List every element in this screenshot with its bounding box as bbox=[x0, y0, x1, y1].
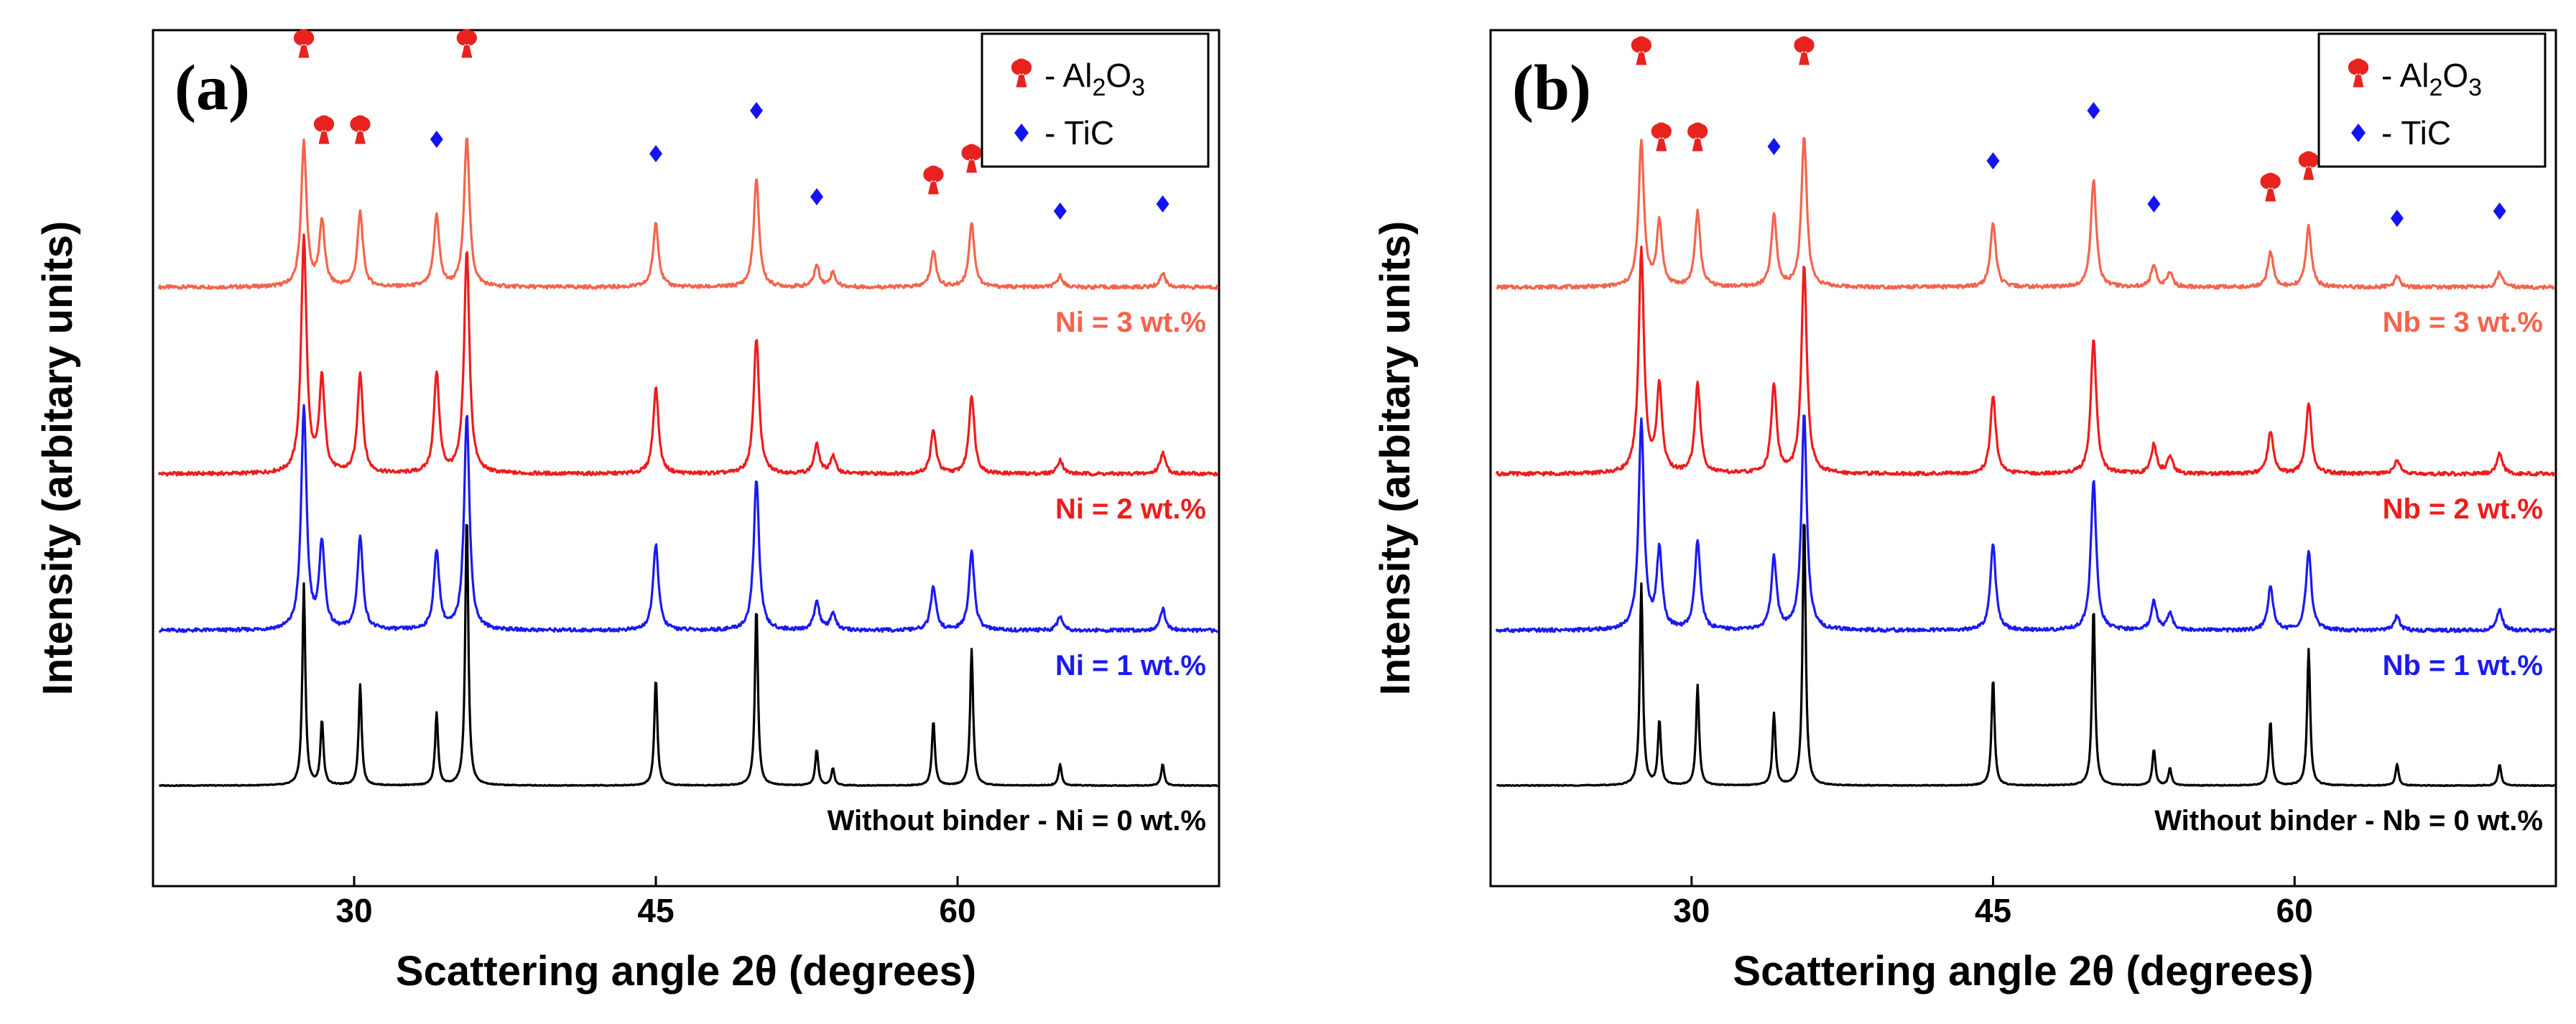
legend-label-0: - Al2O3 bbox=[1044, 57, 1145, 101]
series-label-without-binder-nb-0-wt: Without binder - Nb = 0 wt.% bbox=[2154, 805, 2543, 837]
series-nb-3-wt bbox=[1496, 136, 2556, 290]
x-tick-label-45: 45 bbox=[1975, 892, 2011, 929]
legend-label-1: - TiC bbox=[1044, 114, 1114, 152]
series-label-nb-2-wt: Nb = 2 wt.% bbox=[2383, 493, 2543, 525]
series-nb-1-wt bbox=[1495, 414, 2556, 633]
marker-al2o3-4 bbox=[456, 29, 477, 58]
plot-frame bbox=[152, 29, 1220, 888]
marker-al2o3-1 bbox=[1651, 122, 1672, 152]
marker-al2o3-2 bbox=[1687, 122, 1708, 152]
marker-al2o3-8 bbox=[2260, 172, 2281, 202]
series-label-nb-3-wt: Nb = 3 wt.% bbox=[2383, 307, 2543, 338]
y-axis-title: Intensity (arbitary units) bbox=[34, 221, 81, 696]
marker-tic-10 bbox=[2390, 210, 2404, 227]
marker-tic-6 bbox=[2087, 102, 2100, 119]
series-without-binder-nb-0-wt bbox=[1496, 523, 2556, 788]
legend-diamond-icon bbox=[1014, 124, 1029, 142]
marker-tic-11 bbox=[2493, 203, 2506, 220]
legend-box bbox=[2317, 32, 2547, 168]
series-label-without-binder-ni-0-wt: Without binder - Ni = 0 wt.% bbox=[828, 805, 1206, 837]
legend-diamond-icon bbox=[2351, 124, 2366, 142]
marker-tic-10 bbox=[1053, 203, 1067, 220]
legend-label-0: - Al2O3 bbox=[2381, 57, 2482, 101]
panel-a: 30 45 60 Ni = 3 wt.% Ni = 2 wt.% Ni = 1 wt.% W… bbox=[34, 29, 1220, 995]
x-tick-label-45: 45 bbox=[637, 892, 674, 929]
marker-tic-6 bbox=[750, 102, 763, 119]
marker-al2o3-0 bbox=[293, 29, 315, 58]
y-axis-title: Intensity (arbitary units) bbox=[1372, 221, 1419, 696]
plot-frame bbox=[1489, 29, 2557, 888]
legend-club-icon bbox=[2348, 58, 2369, 88]
series-ni-2-wt bbox=[157, 233, 1218, 477]
series-ni-1-wt bbox=[158, 404, 1219, 633]
x-tick-label-60: 60 bbox=[2276, 892, 2313, 929]
panel-b: 30 45 60 Nb = 3 wt.% Nb = 2 wt.% Nb = 1 wt.% W… bbox=[1372, 29, 2557, 995]
series-without-binder-ni-0-wt bbox=[158, 523, 1219, 788]
marker-tic-7 bbox=[2147, 195, 2161, 213]
marker-tic-3 bbox=[430, 131, 443, 148]
series-ni-3-wt bbox=[157, 137, 1219, 290]
series-nb-2-wt bbox=[1495, 246, 2556, 477]
marker-al2o3-9 bbox=[961, 144, 982, 173]
panel-label: (a) bbox=[175, 52, 250, 124]
marker-tic-11 bbox=[1156, 195, 1169, 213]
marker-tic-5 bbox=[1986, 152, 2000, 169]
marker-tic-5 bbox=[649, 145, 662, 162]
x-tick-label-30: 30 bbox=[1673, 892, 1710, 929]
marker-al2o3-8 bbox=[923, 165, 944, 195]
marker-tic-3 bbox=[1767, 138, 1781, 155]
legend-box bbox=[981, 32, 1210, 168]
panel-label: (b) bbox=[1512, 52, 1591, 124]
x-tick-label-30: 30 bbox=[335, 892, 372, 929]
series-label-ni-1-wt: Ni = 1 wt.% bbox=[1055, 650, 1206, 681]
marker-al2o3-2 bbox=[350, 115, 371, 144]
legend-label-1: - TiC bbox=[2381, 114, 2451, 152]
series-label-nb-1-wt: Nb = 1 wt.% bbox=[2383, 650, 2543, 681]
marker-al2o3-9 bbox=[2298, 151, 2319, 180]
x-axis-title: Scattering angle 2θ (degrees) bbox=[1733, 948, 2313, 995]
x-axis-title: Scattering angle 2θ (degrees) bbox=[396, 948, 976, 995]
series-label-ni-3-wt: Ni = 3 wt.% bbox=[1055, 307, 1206, 338]
marker-al2o3-0 bbox=[1631, 36, 1652, 65]
legend-club-icon bbox=[1011, 58, 1032, 88]
series-label-ni-2-wt: Ni = 2 wt.% bbox=[1055, 493, 1206, 525]
marker-al2o3-1 bbox=[313, 115, 335, 144]
marker-al2o3-4 bbox=[1794, 36, 1815, 65]
x-tick-label-60: 60 bbox=[939, 892, 976, 929]
marker-tic-7 bbox=[810, 188, 823, 205]
